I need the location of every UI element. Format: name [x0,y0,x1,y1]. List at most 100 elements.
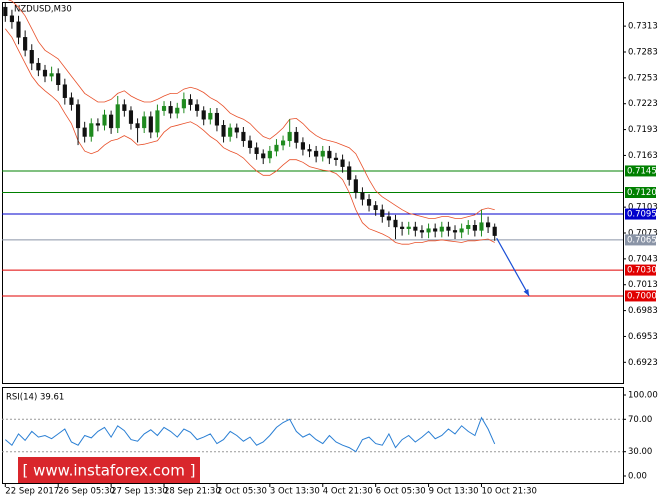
level-label: 0.7145 [627,166,657,176]
candle-body [89,123,94,137]
y-tick-label: 0.6953 [628,332,658,342]
candle-body [294,131,299,143]
candle-body [307,149,312,152]
level-label-box [625,187,656,198]
candle-body [23,37,28,51]
y-tick-label: 0.7223 [628,99,658,109]
candle-body [128,110,134,124]
candle-body [49,73,54,77]
rsi-tick-label: 0.00 [628,472,647,482]
level-label-box [625,264,656,276]
candle-body [400,226,405,229]
candle-body [492,226,497,236]
x-tick-label: 2 Oct 05:30 [217,487,267,497]
candle-body [201,110,206,120]
candle-body [42,69,48,77]
level-label-box [625,290,656,302]
candle-body [261,153,266,159]
x-tick-label: 4 Oct 21:30 [323,487,373,497]
candle-body [115,104,120,129]
y-tick-label: 0.7283 [628,47,658,57]
candle-body [406,226,411,229]
candle-body [135,123,140,129]
candle-body [142,116,147,129]
y-tick-label: 0.7193 [628,125,658,135]
candle-body [62,84,67,98]
y-tick-label: 0.7073 [628,229,658,239]
rsi-line [4,416,496,453]
level-label: 0.7065 [627,235,657,245]
candle-body [466,225,471,229]
x-tick-label: 10 Oct 21:30 [481,487,536,497]
candle-body [228,127,233,137]
candle-body [241,131,246,142]
x-tick-label: 6 Oct 05:30 [376,487,426,497]
forecast-arrow [496,237,530,297]
candle-body [102,114,107,126]
rsi-panel [2,387,624,484]
candle-body [380,209,385,217]
level-label-box [625,165,656,177]
candle-body [486,222,491,228]
candle-body [247,140,253,148]
rsi-tick-label: 30.00 [628,447,652,457]
band-upper [7,0,495,219]
candle-body [181,99,186,109]
candle-body [386,216,391,221]
candle-body [413,226,418,231]
level-label-box [625,208,656,220]
candle-body [69,97,74,105]
candle-body [29,50,34,64]
x-tick-label: 28 Sep 21:30 [164,487,221,497]
watermark: [ www.instaforex.com ] [23,462,196,480]
y-tick-label: 0.7103 [628,203,658,213]
candle-body [168,106,173,114]
band-lower [4,28,495,245]
rsi-label: RSI(14) 39.61 [6,393,64,403]
candle-body [161,106,167,111]
candle-body [254,147,259,154]
candle-body [3,6,8,17]
x-tick-label: 22 Sep 2017 [5,487,59,497]
candle-body [274,144,279,152]
x-tick-label: 27 Sep 13:30 [111,487,168,497]
arrow-head [523,288,530,296]
candle-body [214,112,220,126]
candle-body [16,21,21,38]
candle-body [472,225,477,231]
candle-body [234,127,239,133]
candle-body [347,166,352,180]
level-label-box [625,234,656,246]
candle-body [109,114,114,129]
y-tick-label: 0.7043 [628,254,658,264]
candle-body [281,140,286,146]
candle-body [433,228,438,232]
candle-body [36,62,41,71]
candle-body [195,104,200,111]
candle-body [459,228,464,233]
candle-body [188,99,193,105]
level-label: 0.7095 [627,210,657,220]
candle-body [148,116,153,133]
x-tick-label: 9 Oct 13:30 [429,487,479,497]
candle-body [314,150,319,157]
y-tick-label: 0.7253 [628,73,658,83]
rsi-tick-label: 100.00 [628,391,658,401]
x-tick-label: 3 Oct 13:30 [270,487,320,497]
y-tick-label: 0.7313 [628,22,658,32]
candle-body [353,179,358,193]
level-label: 0.7030 [627,266,657,276]
candle-body [82,127,87,137]
candle-body [320,150,325,157]
y-tick-label: 0.6983 [628,306,658,316]
candle-body [300,142,305,150]
candle-body [479,222,484,231]
candle-body [452,230,458,233]
candle-body [333,157,339,160]
candle-body [221,125,226,137]
candle-body [9,15,14,23]
candle-body [208,112,213,120]
candle-body [327,150,332,159]
candle-body [439,226,444,232]
candle-body [287,131,292,142]
